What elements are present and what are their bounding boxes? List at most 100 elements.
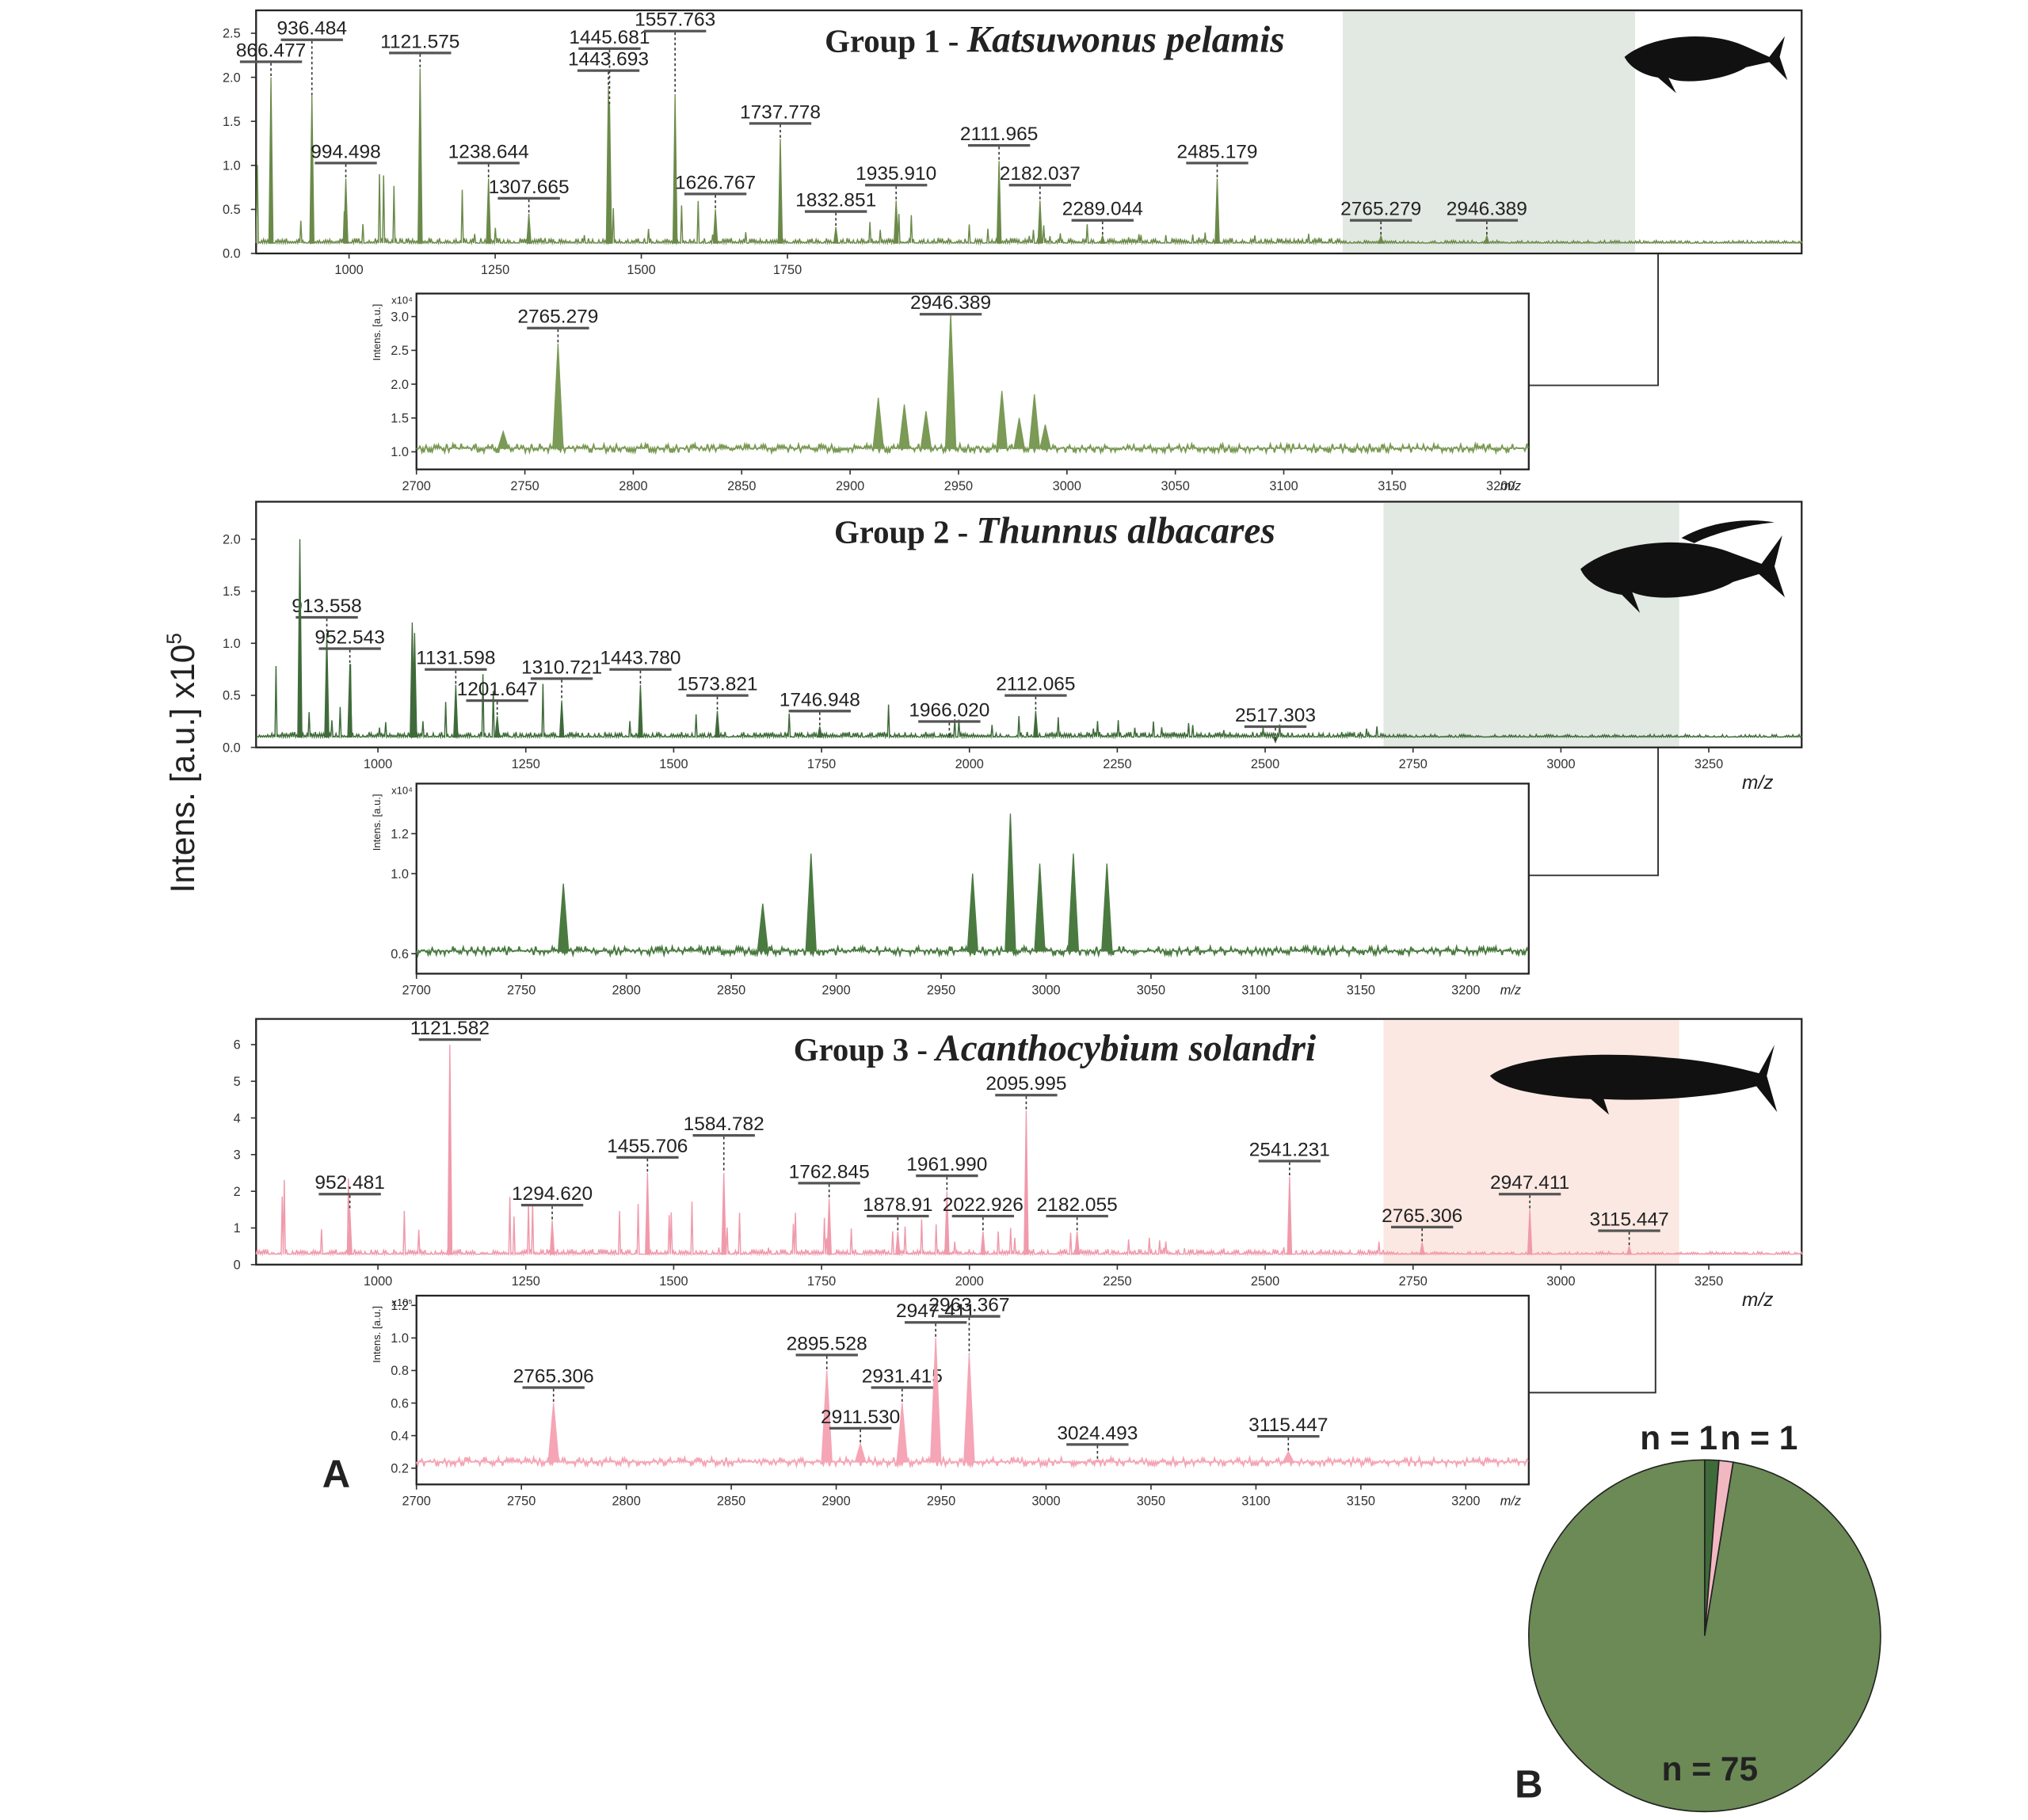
peak: [1101, 863, 1113, 952]
shaded-region: [1343, 11, 1635, 253]
peak-label: 2182.055: [1037, 1194, 1118, 1216]
peak: [1484, 234, 1490, 244]
x-tick-label: 3100: [1241, 984, 1270, 998]
x-tick-label: 3150: [1347, 1494, 1375, 1508]
peak-label: 913.558: [292, 596, 361, 617]
x-tick-label: 1750: [773, 263, 802, 277]
peak: [1214, 178, 1220, 244]
peak: [309, 94, 314, 244]
x-tick-label: 2500: [1251, 757, 1279, 771]
x-tick-label: 3050: [1161, 479, 1190, 493]
x-tick-label: 2250: [1103, 1274, 1131, 1289]
y-tick-label: 2.0: [223, 533, 241, 547]
peak-label: 1935.910: [856, 163, 936, 185]
y-tick-label: 4: [234, 1111, 241, 1125]
x-tick-label: 3100: [1241, 1494, 1270, 1508]
peak-label: 2765.279: [517, 307, 598, 328]
peak-label: 1238.644: [448, 141, 529, 162]
peak-label: 2947.411: [1490, 1172, 1569, 1194]
x-tick-label: 2900: [836, 479, 864, 493]
y-tick-label: 2.5: [391, 344, 409, 358]
peak-label: 1746.948: [780, 689, 860, 710]
x-tick-label: 3100: [1269, 479, 1298, 493]
peak: [1039, 425, 1051, 449]
peak-label: 1966.020: [909, 699, 989, 721]
x-tick-label: 2250: [1103, 757, 1131, 771]
x-tick-label: 2950: [927, 1494, 955, 1508]
y-tick-label: 1.0: [223, 159, 241, 173]
peak-label: 2911.530: [821, 1407, 900, 1428]
group-name: Group 2 -: [834, 515, 976, 550]
peak-label: 1445.681: [569, 27, 650, 48]
peak: [1028, 394, 1041, 449]
slice-label: n = 1: [1640, 1419, 1717, 1456]
y-tick-label: 0.6: [391, 1396, 409, 1411]
x-tick-label: 2750: [1399, 1274, 1428, 1289]
x-tick-label: 3000: [1546, 757, 1575, 771]
peak: [821, 1370, 833, 1463]
peak-label: 2022.926: [943, 1194, 1024, 1216]
peak: [1626, 1244, 1633, 1255]
connector: [1528, 747, 1660, 877]
background-trace: [415, 943, 1529, 958]
peak: [826, 1198, 832, 1255]
plot-frame: [415, 292, 1530, 470]
group-name: Group 3 -: [794, 1032, 936, 1068]
x-tick-label: 3200: [1486, 479, 1515, 493]
slice-label: n = 75: [1662, 1750, 1759, 1788]
shaded-region: [1383, 503, 1679, 747]
connector: [1528, 1264, 1656, 1394]
y-tick-label: 0.0: [223, 247, 241, 261]
peak-label: 1121.582: [410, 1018, 490, 1039]
peak: [343, 178, 349, 244]
peak-label: 1584.782: [684, 1114, 764, 1135]
peak: [929, 1338, 942, 1463]
peak: [453, 684, 459, 738]
y-exponent: x10⁴: [391, 295, 413, 307]
peak: [607, 103, 612, 244]
y-axis-label: Intens. [a.u.] x105: [162, 633, 201, 893]
y-exponent: x10⁴: [391, 784, 413, 796]
y-tick-label: 1.2: [391, 827, 409, 841]
x-tick-label: 3000: [1546, 1274, 1575, 1289]
peak: [920, 411, 932, 449]
peak: [494, 716, 500, 738]
peak: [558, 700, 565, 738]
peak-label: 1443.780: [600, 648, 680, 669]
x-tick-label: 2750: [507, 984, 536, 998]
background-trace: [256, 664, 1803, 740]
peak: [966, 874, 978, 952]
peak-label: 936.484: [276, 18, 346, 40]
x-tick-label: 3050: [1137, 984, 1165, 998]
peak-label: 2963.367: [928, 1295, 1009, 1316]
x-axis-label: m/z: [1742, 1289, 1773, 1311]
x-tick-label: 3000: [1053, 479, 1081, 493]
y-label-exponent: 5: [162, 633, 186, 645]
x-tick-label: 2950: [944, 479, 973, 493]
y-tick-label: 0.8: [391, 1364, 409, 1378]
y-tick-label: 1.0: [391, 867, 409, 881]
pie-slice: [1527, 1459, 1881, 1813]
peak: [980, 1232, 986, 1255]
fish-icon: [1489, 1045, 1778, 1115]
peak-label: 2289.044: [1062, 199, 1143, 220]
peak-label: 2541.231: [1249, 1140, 1330, 1161]
x-tick-label: 2900: [821, 984, 850, 998]
peak-label: 1737.778: [740, 101, 821, 123]
peak-label: 2895.528: [787, 1333, 867, 1354]
y-tick-label: 0.4: [391, 1429, 409, 1443]
x-tick-label: 2850: [727, 479, 756, 493]
peak: [1527, 1209, 1533, 1255]
x-tick-label: 2700: [402, 984, 431, 998]
y-tick-label: 0.5: [223, 203, 241, 217]
y-tick-label: 2.5: [223, 27, 241, 41]
x-tick-label: 1000: [364, 1274, 392, 1289]
peak: [721, 1172, 726, 1255]
y-tick-label: 6: [234, 1038, 241, 1053]
peak-label: 1832.851: [795, 190, 876, 211]
x-tick-label: 2500: [1251, 1274, 1279, 1289]
x-tick-label: 2000: [955, 1274, 984, 1289]
x-tick-label: 3050: [1137, 1494, 1165, 1508]
y-tick-label: 2.0: [391, 378, 409, 392]
